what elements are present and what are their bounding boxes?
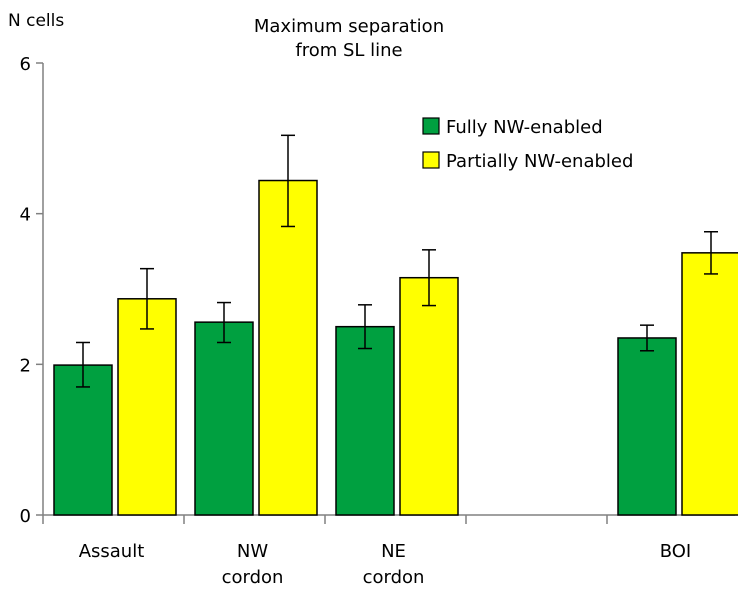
legend-swatch	[422, 117, 440, 135]
x-tick-label: NE cordon	[363, 541, 425, 588]
chart-title-text: Maximum separation from SL line	[254, 16, 444, 61]
y-axis-label: N cells	[8, 11, 64, 31]
error-bar	[217, 301, 231, 344]
bar-fully-0	[53, 364, 113, 516]
x-tick-label: BOI	[660, 541, 692, 562]
x-tick-labels: Assault NW cordon NE cordon BOI	[79, 541, 692, 588]
y-tick-label: 0	[20, 506, 31, 527]
error-bar	[281, 134, 295, 228]
error-bar	[640, 324, 654, 352]
bars	[53, 179, 738, 516]
legend-label: Fully NW-enabled	[446, 117, 603, 138]
error-bar	[76, 341, 90, 388]
legend-swatch	[422, 151, 440, 169]
bar-fully-2	[335, 325, 395, 516]
y-tick-label: 4	[20, 205, 31, 226]
x-tick-label: NW cordon	[222, 541, 284, 588]
error-bar	[704, 230, 718, 275]
legend: Fully NW-enabled Partially NW-enabled	[422, 117, 633, 172]
error-bar	[358, 304, 372, 350]
legend-item: Fully NW-enabled	[422, 117, 603, 138]
error-bar	[422, 249, 436, 307]
error-bars	[76, 134, 718, 388]
y-tick-label: 2	[20, 355, 31, 376]
y-tick-label: 6	[20, 54, 31, 75]
bar-fully-1	[194, 321, 254, 516]
legend-item: Partially NW-enabled	[422, 151, 633, 172]
bar-fully-4	[617, 337, 677, 516]
x-tick-label: Assault	[79, 541, 145, 562]
bar-partially-2	[399, 276, 459, 516]
error-bar	[140, 267, 154, 330]
legend-label: Partially NW-enabled	[446, 151, 633, 172]
bar-partially-0	[117, 298, 177, 516]
bar-partially-1	[258, 179, 318, 516]
chart-title: Maximum separation from SL line	[254, 16, 444, 61]
bar-partially-4	[681, 252, 738, 516]
